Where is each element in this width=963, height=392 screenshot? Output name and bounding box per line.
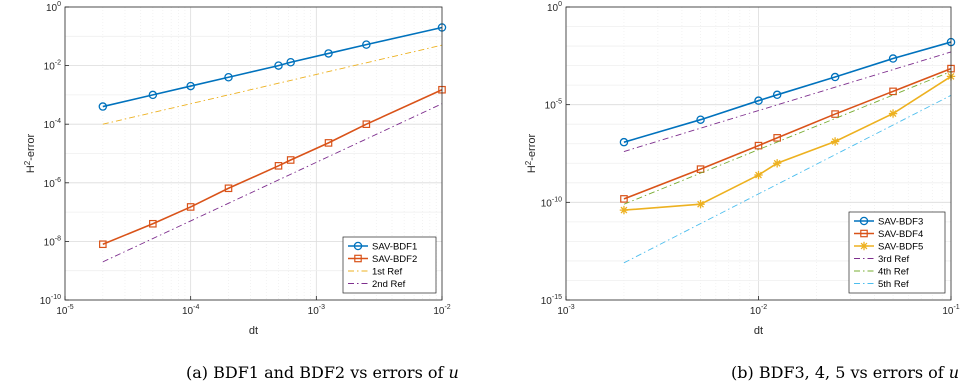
y-tick-label: 100 (547, 1, 562, 14)
y-axis-label: H2-error (524, 134, 538, 174)
data-point (696, 165, 705, 173)
figure-caption: (b) BDF3, 4, 5 vs errors of u (731, 363, 959, 382)
legend-entry: 1st Ref (372, 266, 402, 277)
legend-entry: 5th Ref (878, 279, 909, 290)
series-line-sav-bdf2 (102, 89, 443, 245)
data-point (186, 203, 195, 211)
series-line-1st-ref (102, 44, 443, 125)
data-point (619, 137, 629, 147)
legend-entry: SAV-BDF2 (372, 254, 417, 265)
series-line-3rd-ref (623, 51, 952, 152)
data-point (286, 58, 295, 67)
data-point (754, 141, 763, 150)
legend-entry: SAV-BDF4 (878, 229, 923, 240)
x-tick-label: 10-2 (433, 304, 450, 317)
data-point (148, 90, 158, 100)
data-point (830, 72, 840, 82)
data-point (362, 40, 371, 49)
y-tick-label: 10-2 (44, 60, 61, 73)
series-line-5th-ref (623, 94, 952, 264)
figure-caption: (a) BDF1 and BDF2 vs errors of u (186, 363, 459, 382)
data-point (324, 139, 333, 147)
grid (565, 6, 951, 301)
data-point (286, 156, 295, 164)
data-point (889, 87, 897, 96)
data-point (830, 137, 840, 146)
data-point (274, 162, 283, 170)
y-tick-label: 10-10 (40, 294, 61, 307)
series-group (619, 37, 956, 264)
data-point (224, 184, 233, 193)
data-point (186, 81, 195, 91)
data-point (362, 120, 371, 129)
y-tick-label: 10-10 (541, 196, 562, 209)
y-tick-label: 10-4 (44, 118, 61, 131)
legend-entry: 4th Ref (878, 266, 909, 277)
chart-panel-1: 10-5 10-4 10-3 10-2 10-10 10-8 10-6 10-4 10-2 100… (23, 1, 451, 337)
legend-entry: SAV-BDF3 (878, 216, 923, 227)
data-point (149, 219, 157, 228)
data-point (224, 73, 233, 82)
data-point (754, 170, 763, 180)
data-point (888, 54, 898, 63)
legend-entry: SAV-BDF1 (372, 241, 417, 252)
series-line-4th-ref (623, 71, 952, 205)
data-point (696, 115, 705, 124)
chart-panel-2: 10-3 10-2 10-1 10-15 10-10 10-5 100 dt H2-error S… (524, 1, 960, 337)
data-point (772, 90, 782, 100)
x-tick-label: 10-3 (308, 304, 325, 317)
data-point (773, 134, 781, 142)
series-line-2nd-ref (102, 103, 443, 263)
series-line-sav-bdf1 (102, 26, 443, 108)
axes-box (64, 6, 443, 301)
legend-marker (860, 229, 868, 238)
data-point (772, 159, 782, 168)
x-tick-label: 10-4 (182, 304, 199, 317)
data-point (831, 110, 839, 118)
data-point (98, 102, 108, 111)
series-line-sav-bdf3 (623, 41, 952, 143)
y-tick-label: 10-6 (44, 177, 61, 190)
legend-marker (354, 254, 362, 263)
legend-marker (859, 216, 869, 226)
data-point (99, 240, 107, 249)
x-tick-label: 10-3 (557, 304, 574, 317)
data-point (619, 205, 629, 215)
y-tick-label: 100 (46, 1, 61, 14)
data-point (620, 195, 628, 203)
series-line-sav-bdf4 (623, 67, 952, 200)
x-axis-label: dt (754, 325, 763, 337)
data-point (696, 200, 705, 209)
legend-box (848, 211, 946, 294)
x-tick-label: 10-1 (942, 304, 959, 317)
legend-marker (859, 241, 869, 251)
data-point (274, 61, 283, 70)
x-tick-label: 10-5 (56, 304, 73, 317)
data-point (324, 49, 333, 58)
data-point (754, 96, 763, 105)
y-tick-label: 10-15 (541, 294, 562, 307)
y-tick-label: 10-5 (545, 99, 562, 112)
legend-entry: SAV-BDF5 (878, 241, 923, 252)
x-tick-label: 10-2 (750, 304, 767, 317)
data-point (888, 109, 898, 118)
legend-entry: 3rd Ref (878, 254, 910, 265)
x-axis-label: dt (249, 325, 258, 337)
legend-entry: 2nd Ref (372, 279, 406, 290)
legend-marker (353, 241, 363, 251)
y-tick-label: 10-8 (44, 235, 61, 248)
y-axis-label: H2-error (23, 134, 37, 174)
